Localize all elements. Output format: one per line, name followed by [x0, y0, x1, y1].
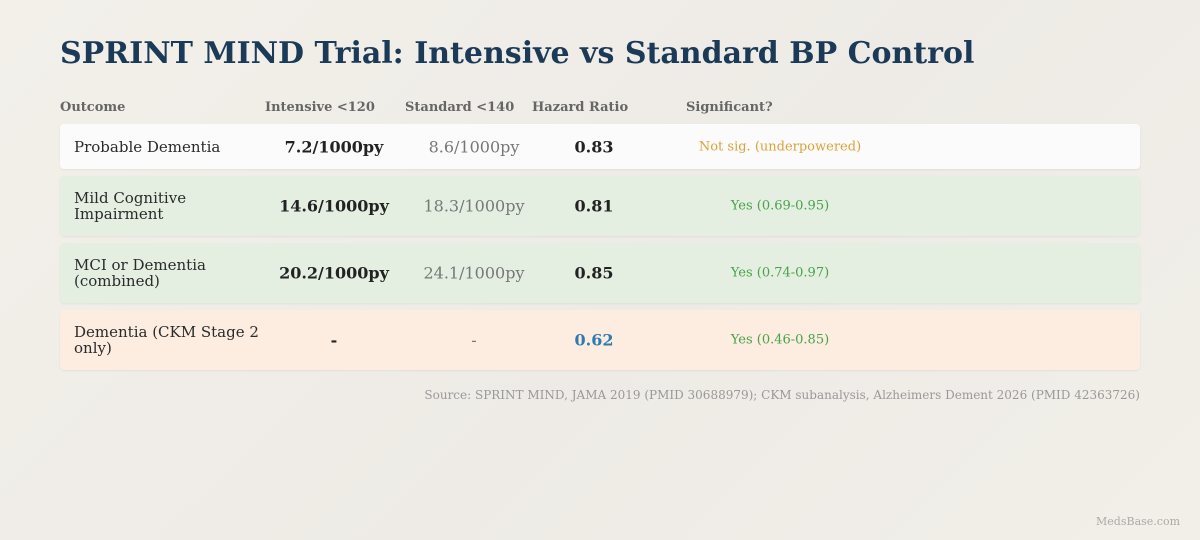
source-citation: Source: SPRINT MIND, JAMA 2019 (PMID 306… [424, 388, 1140, 402]
intensive-rate-cell: - [330, 330, 338, 350]
brand-watermark: MedsBase.com [1096, 515, 1180, 528]
table-row: MCI or Dementia (combined) 20.2/1000py 2… [60, 243, 1140, 303]
intensive-rate-cell: 7.2/1000py [284, 137, 384, 156]
standard-rate-cell: 8.6/1000py [428, 137, 520, 156]
standard-rate-cell: 24.1/1000py [423, 263, 525, 283]
hazard-ratio-cell: 0.62 [574, 330, 614, 350]
column-header-hazard-ratio: Hazard Ratio [532, 100, 629, 115]
table-row: Dementia (CKM Stage 2 only) - - 0.62 Yes… [60, 310, 1140, 370]
outcome-cell: MCI or Dementia (combined) [74, 256, 206, 290]
significance-cell: Yes (0.74-0.97) [730, 265, 830, 281]
outcome-cell: Dementia (CKM Stage 2 only) [74, 323, 259, 357]
table-header: Outcome Intensive <120 Standard <140 Haz… [60, 100, 1140, 118]
outcome-cell: Probable Dementia [74, 137, 221, 156]
outcome-cell: Mild Cognitive Impairment [74, 189, 187, 223]
column-header-standard: Standard <140 [405, 100, 515, 115]
standard-rate-cell: 18.3/1000py [423, 196, 525, 216]
intensive-rate-cell: 14.6/1000py [279, 196, 389, 216]
significance-cell: Yes (0.46-0.85) [730, 332, 830, 348]
column-header-outcome: Outcome [60, 100, 126, 115]
column-header-significant: Significant? [686, 100, 773, 115]
hazard-ratio-cell: 0.81 [574, 196, 614, 216]
significance-cell: Not sig. (underpowered) [698, 139, 862, 154]
intensive-rate-cell: 20.2/1000py [279, 263, 389, 283]
standard-rate-cell: - [471, 330, 477, 350]
page-title: SPRINT MIND Trial: Intensive vs Standard… [60, 36, 975, 71]
significance-cell: Yes (0.69-0.95) [730, 198, 830, 214]
hazard-ratio-cell: 0.85 [574, 263, 614, 283]
hazard-ratio-cell: 0.83 [574, 137, 614, 156]
table-row: Mild Cognitive Impairment 14.6/1000py 18… [60, 176, 1140, 236]
table-row: Probable Dementia 7.2/1000py 8.6/1000py … [60, 124, 1140, 169]
column-header-intensive: Intensive <120 [265, 100, 375, 115]
